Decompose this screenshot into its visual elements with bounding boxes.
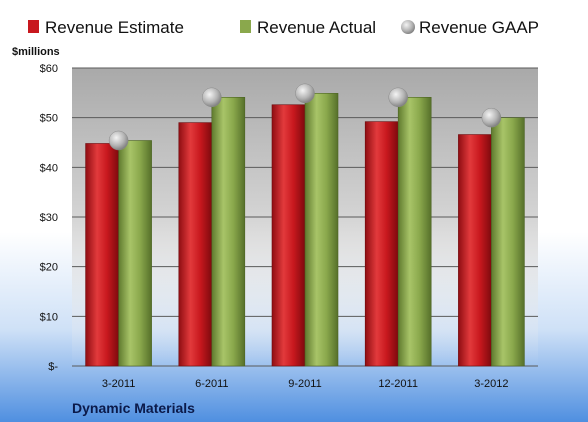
bar-revenue-actual [397,97,432,367]
y-tick-label: $- [48,361,58,373]
bar-revenue-estimate [178,122,213,367]
x-tick-label: 6-2011 [195,378,228,390]
y-tick-label: $30 [40,212,58,224]
y-tick-label: $40 [40,162,58,174]
legend-swatch [240,20,251,33]
point-revenue-gaap [295,83,315,104]
bar-revenue-actual [491,117,525,367]
legend-label: Revenue GAAP [419,18,539,37]
y-axis-ticks: $- $10 $20 $30 $40 $50 $60 [40,63,59,373]
point-revenue-gaap [388,87,408,108]
bars [85,93,525,367]
point-revenue-gaap [481,107,502,128]
bar-revenue-estimate [458,134,492,367]
legend-label: Revenue Estimate [45,18,184,37]
bar-revenue-estimate [85,143,119,367]
legend-swatch [28,20,39,33]
bar-revenue-estimate [364,121,399,367]
y-axis-unit-label: $millions [12,46,60,58]
legend-label: Revenue Actual [257,18,376,37]
legend-swatch [401,20,415,34]
bar-revenue-actual [118,140,152,367]
y-tick-label: $10 [40,311,58,323]
x-axis-ticks: 3-2011 6-2011 9-2011 12-2011 3-2012 [102,378,509,390]
bar-revenue-actual [211,97,246,367]
y-tick-label: $50 [40,113,58,125]
y-tick-label: $60 [40,63,58,75]
y-tick-label: $20 [40,262,58,274]
x-tick-label: 3-2012 [474,378,508,390]
x-tick-label: 9-2011 [288,378,321,390]
point-revenue-gaap [108,130,129,151]
gaap-points [108,83,502,151]
bar-revenue-actual [304,93,339,367]
legend: Revenue Estimate Revenue Actual Revenue GA… [28,18,539,37]
point-revenue-gaap [202,87,222,108]
x-tick-label: 12-2011 [378,378,418,390]
x-tick-label: 3-2011 [102,378,135,390]
bar-revenue-estimate [271,104,306,367]
chart-title: Dynamic Materials [72,400,195,416]
